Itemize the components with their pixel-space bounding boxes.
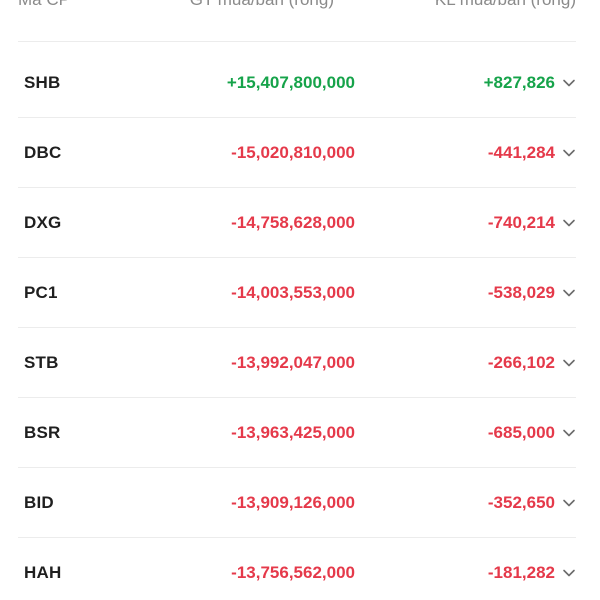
net-value: -13,756,562,000 [231,563,355,582]
stock-code: PC1 [24,283,58,302]
row-divider [18,537,576,538]
stock-list: SHB +15,407,800,000 +827,826 DBC -15,020… [0,48,600,600]
net-volume: -740,214 [487,213,555,232]
net-volume: -266,102 [487,353,555,372]
net-value: -15,020,810,000 [231,143,355,162]
stock-code: BSR [24,423,61,442]
table-header: Mã CP GT mua/bán (ròng) KL mua/bán (ròng… [0,0,600,10]
row-divider [18,397,576,398]
row-divider [18,327,576,328]
row-divider [18,187,576,188]
net-value: +15,407,800,000 [226,73,355,92]
net-volume: -352,650 [487,493,555,512]
table-row[interactable]: PC1 -14,003,553,000 -538,029 [0,258,600,328]
net-value: -13,909,126,000 [231,493,355,512]
net-volume: -441,284 [487,143,555,162]
net-volume: -538,029 [487,283,555,302]
chevron-down-icon[interactable] [561,145,577,161]
table-row[interactable]: STB -13,992,047,000 -266,102 [0,328,600,398]
header-value-label: GT mua/bán (ròng) [190,0,334,10]
chevron-down-icon[interactable] [561,215,577,231]
net-volume: -685,000 [487,423,555,442]
header-volume-label: KL mua/bán (ròng) [435,0,576,10]
table-row[interactable]: HAH -13,756,562,000 -181,282 [0,538,600,600]
stock-code: DXG [24,213,62,232]
chevron-down-icon[interactable] [561,75,577,91]
table-row[interactable]: BID -13,909,126,000 -352,650 [0,468,600,538]
header-divider [18,41,576,42]
row-divider [18,257,576,258]
table-row[interactable]: BSR -13,963,425,000 -685,000 [0,398,600,468]
header-code-label: Mã CP [18,0,70,10]
chevron-down-icon[interactable] [561,355,577,371]
net-value: -14,758,628,000 [231,213,355,232]
row-divider [18,467,576,468]
table-row[interactable]: DXG -14,758,628,000 -740,214 [0,188,600,258]
table-row[interactable]: SHB +15,407,800,000 +827,826 [0,48,600,118]
chevron-down-icon[interactable] [561,565,577,581]
net-volume: +827,826 [483,73,555,92]
chevron-down-icon[interactable] [561,285,577,301]
stock-code: STB [24,353,59,372]
net-value: -13,992,047,000 [231,353,355,372]
net-value: -14,003,553,000 [231,283,355,302]
stock-code: BID [24,493,54,512]
chevron-down-icon[interactable] [561,425,577,441]
row-divider [18,117,576,118]
stock-code: SHB [24,73,61,92]
stock-code: HAH [24,563,62,582]
net-volume: -181,282 [487,563,555,582]
chevron-down-icon[interactable] [561,495,577,511]
table-row[interactable]: DBC -15,020,810,000 -441,284 [0,118,600,188]
stock-code: DBC [24,143,62,162]
net-value: -13,963,425,000 [231,423,355,442]
